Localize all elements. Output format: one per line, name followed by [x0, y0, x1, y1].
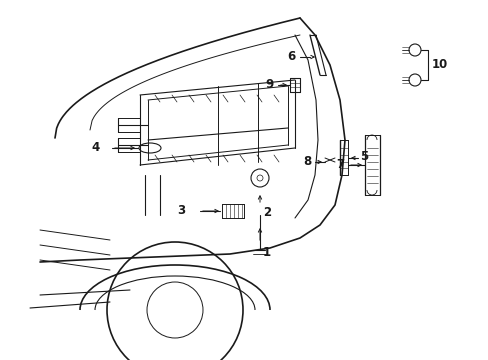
- Text: 9: 9: [265, 78, 273, 91]
- Text: 2: 2: [263, 207, 270, 220]
- Text: 4: 4: [92, 141, 100, 154]
- Text: 3: 3: [177, 204, 184, 217]
- Text: 8: 8: [302, 156, 310, 168]
- Text: 1: 1: [263, 246, 270, 258]
- Text: 10: 10: [431, 58, 447, 72]
- Text: 7: 7: [335, 158, 343, 171]
- Text: 6: 6: [287, 50, 295, 63]
- Text: 5: 5: [359, 150, 367, 163]
